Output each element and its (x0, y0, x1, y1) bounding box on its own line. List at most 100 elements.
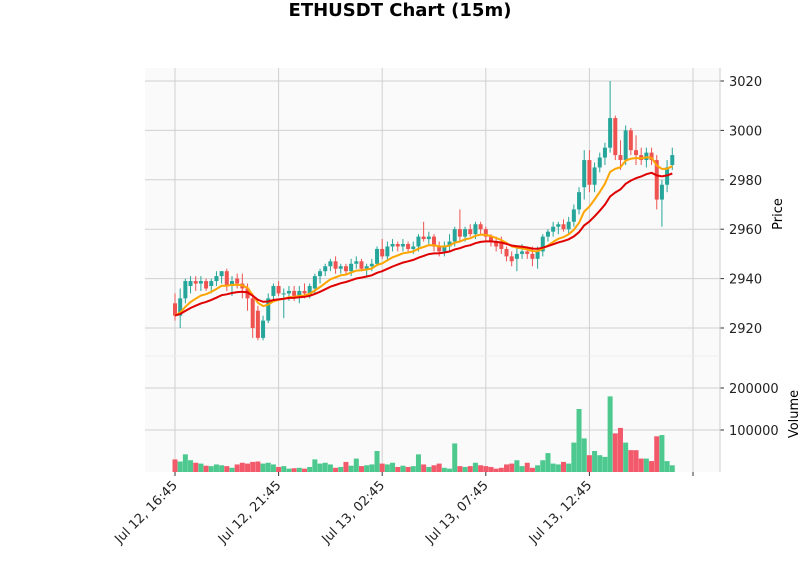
volume-bar (592, 451, 597, 472)
candle-body (292, 291, 296, 296)
candle-body (396, 244, 400, 246)
volume-bar (509, 464, 514, 472)
price-tick-label: 3020 (729, 75, 762, 90)
candle-body (318, 271, 322, 276)
volume-bar (639, 459, 644, 472)
volume-bar (551, 464, 556, 472)
candle-body (468, 229, 472, 234)
volume-bar (235, 464, 240, 472)
volume-bar (623, 443, 628, 472)
volume-bar (452, 443, 457, 472)
volume-tick-label: 100000 (729, 424, 779, 439)
candle-body (359, 261, 363, 268)
volume-axis-label: Volume (787, 390, 800, 438)
volume-bar (520, 466, 525, 472)
volume-bar (307, 467, 312, 472)
candle-body (463, 229, 467, 236)
candle-body (618, 155, 622, 160)
volume-bar (525, 463, 530, 472)
candle-body (189, 281, 193, 286)
volume-bar (602, 457, 607, 472)
volume-bar (628, 450, 633, 472)
volume-bar (530, 468, 535, 472)
candle-body (515, 254, 519, 259)
volume-bar (250, 462, 255, 472)
volume-bar (276, 467, 281, 472)
candle-body (344, 266, 348, 271)
candle-body (624, 130, 628, 160)
volume-bar (494, 469, 499, 472)
volume-bar (442, 468, 447, 472)
volume-bar (364, 465, 369, 472)
candle-body (204, 281, 208, 288)
candle-body (473, 224, 477, 234)
volume-bar (318, 464, 323, 472)
candle-body (354, 261, 358, 263)
candle-body (520, 251, 524, 253)
volume-bar (328, 464, 333, 472)
candle-body (339, 266, 343, 268)
volume-bar (286, 469, 291, 472)
volume-bar (421, 464, 426, 472)
volume-bar (375, 451, 380, 472)
candle-body (567, 222, 571, 229)
candle-body (577, 192, 581, 209)
price-tick-label: 2980 (729, 174, 762, 189)
price-tick-label: 2940 (729, 273, 762, 288)
candle-body (282, 293, 286, 294)
volume-bar (343, 462, 348, 472)
volume-bar (385, 464, 390, 472)
candle-body (194, 281, 198, 283)
candle-body (427, 237, 431, 239)
volume-bar (654, 436, 659, 472)
candle-body (551, 227, 555, 232)
price-tick-label: 3000 (729, 124, 762, 139)
volume-bar (659, 435, 664, 472)
candle-body (546, 232, 550, 237)
candle-body (587, 160, 591, 185)
volume-bar (608, 396, 613, 472)
candle-body (277, 286, 281, 293)
candle-body (385, 246, 389, 256)
volume-bar (354, 459, 359, 472)
candle-body (261, 321, 265, 338)
candle-body (562, 224, 566, 229)
volume-bar (214, 464, 219, 472)
volume-bar (198, 464, 203, 472)
candle-body (660, 185, 664, 200)
volume-bar (463, 467, 468, 472)
volume-bar (473, 463, 478, 472)
volume-bar (281, 466, 286, 472)
candle-body (510, 256, 514, 261)
volume-bar (577, 409, 582, 472)
volume-bar (395, 467, 400, 472)
candle-body (536, 251, 540, 258)
candle-body (391, 244, 395, 246)
volume-bar (561, 462, 566, 472)
candle-body (613, 118, 617, 155)
volume-bar (240, 463, 245, 472)
volume-bar (178, 462, 183, 473)
volume-bar (571, 443, 576, 472)
candle-body (199, 281, 203, 283)
candle-body (453, 229, 457, 241)
x-tick-label: Jul 12, 21:45 (215, 478, 284, 547)
candle-body (505, 249, 509, 256)
volume-bar (292, 468, 297, 472)
candle-body (572, 209, 576, 221)
volume-bar (261, 464, 266, 472)
volume-bar (582, 438, 587, 472)
x-tick-label: Jul 12, 16:45 (111, 478, 180, 547)
x-tick-label: Jul 13, 12:45 (526, 478, 595, 547)
candle-body (603, 148, 607, 158)
candle-body (334, 261, 338, 268)
volume-bar (380, 464, 385, 472)
candle-body (406, 244, 410, 249)
volume-bar (447, 469, 452, 472)
candle-body (235, 279, 239, 284)
candle-body (209, 281, 213, 286)
volume-bar (432, 465, 437, 472)
volume-bar (483, 466, 488, 472)
volume-bar (219, 465, 224, 472)
volume-bar (411, 466, 416, 472)
